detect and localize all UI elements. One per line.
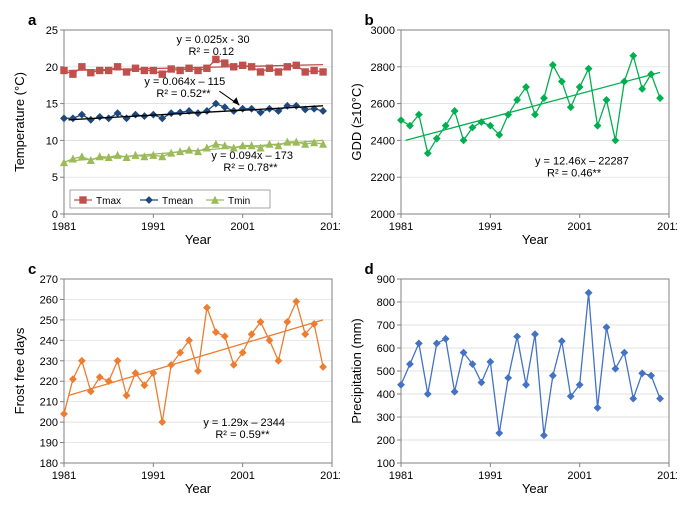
svg-text:Frost free days: Frost free days bbox=[12, 327, 27, 414]
svg-text:2800: 2800 bbox=[370, 62, 394, 74]
svg-text:100: 100 bbox=[376, 458, 394, 470]
svg-text:Temperature (°C): Temperature (°C) bbox=[12, 72, 27, 172]
svg-text:400: 400 bbox=[376, 389, 394, 401]
svg-text:2001: 2001 bbox=[230, 470, 254, 482]
svg-text:190: 190 bbox=[40, 438, 58, 450]
svg-text:220: 220 bbox=[40, 376, 58, 388]
svg-text:2600: 2600 bbox=[370, 99, 394, 111]
svg-text:260: 260 bbox=[40, 294, 58, 306]
svg-text:500: 500 bbox=[376, 366, 394, 378]
svg-text:Year: Year bbox=[521, 481, 548, 496]
svg-text:700: 700 bbox=[376, 320, 394, 332]
svg-text:Tmean: Tmean bbox=[162, 196, 193, 207]
svg-text:Year: Year bbox=[521, 232, 548, 247]
svg-text:1981: 1981 bbox=[388, 221, 412, 233]
svg-text:0: 0 bbox=[52, 209, 58, 221]
svg-text:y = 12.46x – 22287: y = 12.46x – 22287 bbox=[535, 155, 629, 167]
svg-text:300: 300 bbox=[376, 412, 394, 424]
svg-text:210: 210 bbox=[40, 397, 58, 409]
svg-text:Precipitation (mm): Precipitation (mm) bbox=[349, 318, 364, 423]
svg-text:2001: 2001 bbox=[230, 221, 254, 233]
svg-text:Tmin: Tmin bbox=[228, 196, 250, 207]
panel-c: c180190200210220230240250260270198119912… bbox=[10, 259, 339, 500]
svg-text:R² = 0.59**: R² = 0.59** bbox=[215, 429, 270, 441]
svg-text:600: 600 bbox=[376, 343, 394, 355]
svg-text:GDD (≥10°C): GDD (≥10°C) bbox=[349, 83, 364, 160]
svg-text:y = 0.064x – 115: y = 0.064x – 115 bbox=[144, 76, 225, 88]
figure-grid: a05101520251981199120012011y = 0.025x - … bbox=[10, 10, 675, 500]
svg-text:2001: 2001 bbox=[567, 470, 591, 482]
svg-text:Year: Year bbox=[185, 232, 212, 247]
svg-text:800: 800 bbox=[376, 297, 394, 309]
svg-text:2011: 2011 bbox=[320, 470, 340, 482]
svg-text:3000: 3000 bbox=[370, 25, 394, 37]
svg-text:2011: 2011 bbox=[657, 221, 677, 233]
svg-text:1991: 1991 bbox=[141, 470, 165, 482]
svg-text:1981: 1981 bbox=[388, 470, 412, 482]
svg-text:1981: 1981 bbox=[52, 221, 76, 233]
svg-text:R² = 0.12: R² = 0.12 bbox=[189, 46, 235, 58]
svg-text:Tmax: Tmax bbox=[96, 196, 121, 207]
svg-text:y = 0.094x – 173: y = 0.094x – 173 bbox=[211, 150, 293, 162]
svg-text:Year: Year bbox=[185, 481, 212, 496]
svg-text:2011: 2011 bbox=[320, 221, 340, 233]
svg-text:2001: 2001 bbox=[567, 221, 591, 233]
svg-text:R² = 0.46**: R² = 0.46** bbox=[547, 167, 602, 179]
svg-text:15: 15 bbox=[46, 99, 58, 111]
svg-text:5: 5 bbox=[52, 172, 58, 184]
svg-text:180: 180 bbox=[40, 458, 58, 470]
svg-text:270: 270 bbox=[40, 274, 58, 286]
svg-text:25: 25 bbox=[46, 25, 58, 37]
svg-text:1991: 1991 bbox=[141, 221, 165, 233]
svg-text:10: 10 bbox=[46, 135, 58, 147]
svg-text:R² = 0.52**: R² = 0.52** bbox=[156, 88, 211, 100]
svg-text:1981: 1981 bbox=[52, 470, 76, 482]
svg-text:20: 20 bbox=[46, 62, 58, 74]
panel-b: b200022002400260028003000198119912001201… bbox=[347, 10, 676, 251]
svg-text:240: 240 bbox=[40, 335, 58, 347]
panel-d: d100200300400500600700800900198119912001… bbox=[347, 259, 676, 500]
svg-text:R² = 0.78**: R² = 0.78** bbox=[223, 162, 278, 174]
svg-text:2200: 2200 bbox=[370, 172, 394, 184]
svg-text:200: 200 bbox=[376, 435, 394, 447]
svg-text:2400: 2400 bbox=[370, 135, 394, 147]
svg-text:900: 900 bbox=[376, 274, 394, 286]
svg-text:250: 250 bbox=[40, 315, 58, 327]
svg-text:2011: 2011 bbox=[657, 470, 677, 482]
panel-a: a05101520251981199120012011y = 0.025x - … bbox=[10, 10, 339, 251]
svg-text:2000: 2000 bbox=[370, 209, 394, 221]
svg-text:1991: 1991 bbox=[478, 470, 502, 482]
svg-text:y = 0.025x - 30: y = 0.025x - 30 bbox=[177, 34, 250, 46]
svg-text:230: 230 bbox=[40, 356, 58, 368]
svg-text:1991: 1991 bbox=[478, 221, 502, 233]
svg-text:200: 200 bbox=[40, 417, 58, 429]
svg-text:y = 1.29x – 2344: y = 1.29x – 2344 bbox=[203, 417, 285, 429]
